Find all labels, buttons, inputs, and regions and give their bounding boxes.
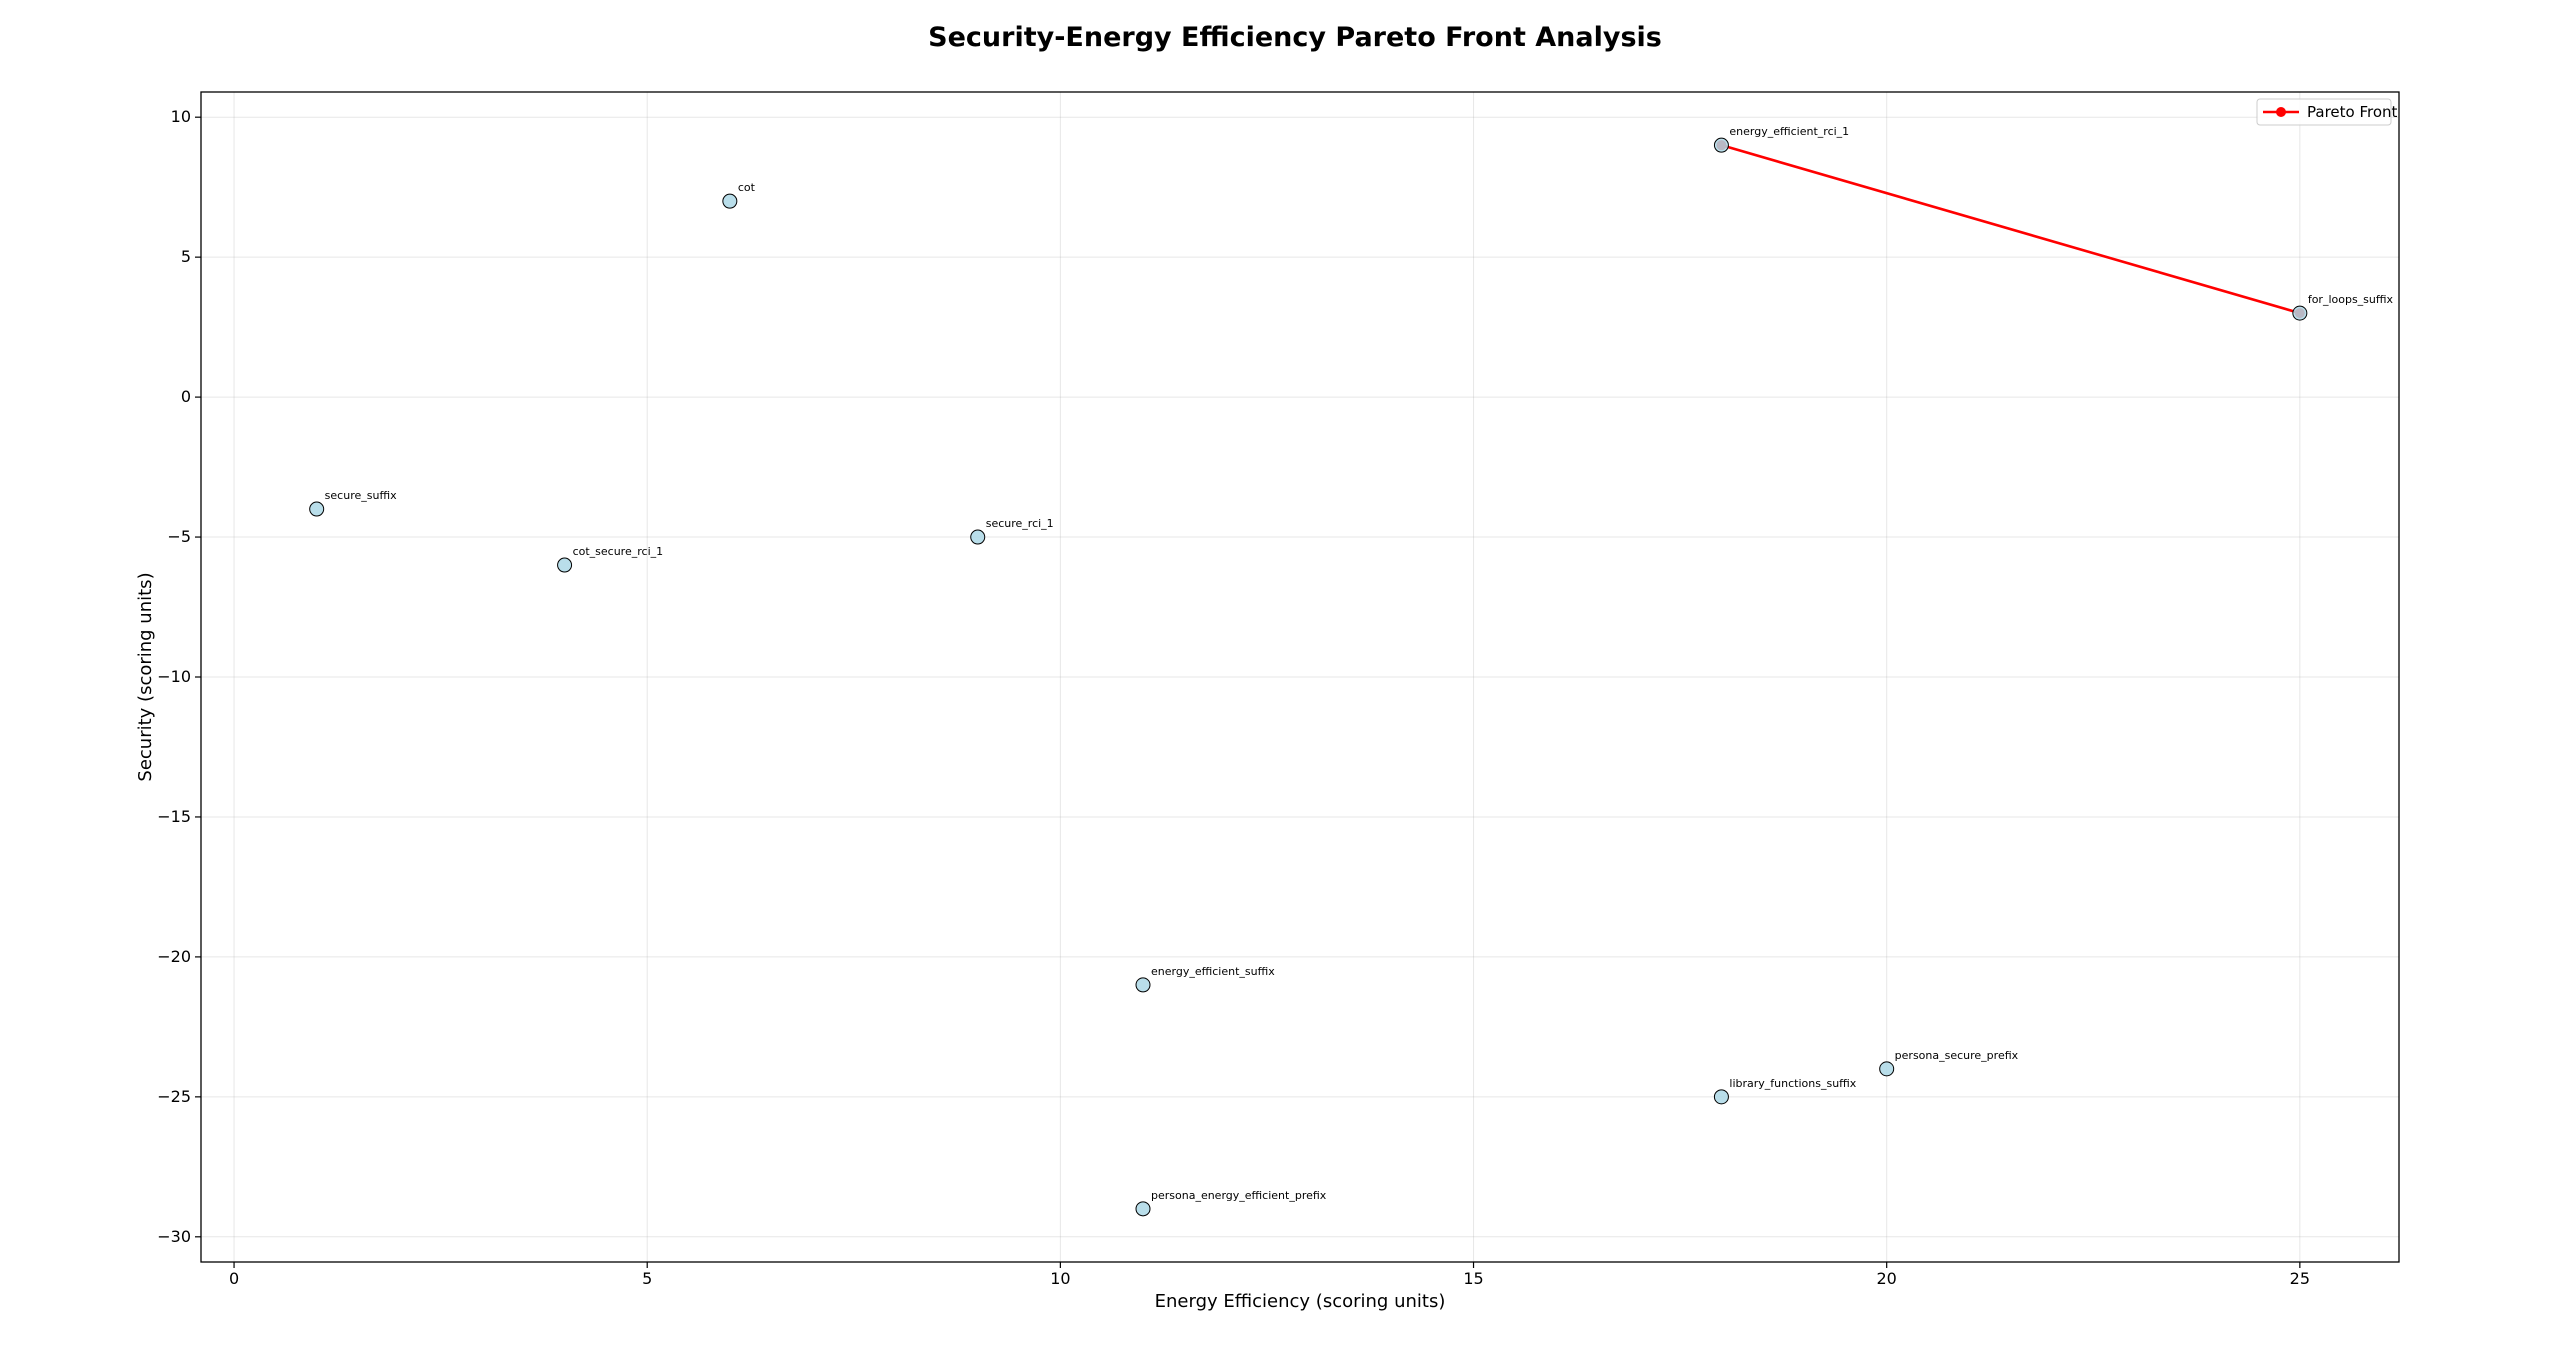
data-point [1713, 1089, 1729, 1105]
y-tick-label: −15 [157, 807, 191, 826]
legend-marker [2276, 107, 2286, 117]
x-axis-ticks: 0 5 10 15 20 25 [229, 1262, 2310, 1288]
data-point [722, 193, 738, 209]
legend-entry-pareto-front: Pareto Front [2307, 103, 2398, 121]
grid [201, 92, 2399, 1262]
point-labels: cot secure_suffix cot_secure_rci_1 secure_r… [325, 125, 2394, 1202]
data-point [1713, 137, 1729, 153]
point-label: library_functions_suffix [1729, 1077, 1856, 1090]
point-label: secure_rci_1 [986, 517, 1054, 530]
data-point [1879, 1061, 1895, 1077]
point-label: cot_secure_rci_1 [573, 545, 664, 558]
data-point [1135, 977, 1151, 993]
legend-box [2256, 98, 2392, 126]
y-tick-label: 0 [181, 387, 191, 406]
point-label: for_loops_suffix [2308, 293, 2394, 306]
point-label: secure_suffix [325, 489, 397, 502]
point-label: energy_efficient_suffix [1151, 965, 1275, 978]
data-point [1135, 1201, 1151, 1217]
x-tick-label: 25 [2290, 1269, 2310, 1288]
y-tick-label: −30 [157, 1227, 191, 1246]
x-tick-label: 10 [1050, 1269, 1070, 1288]
point-label: persona_energy_efficient_prefix [1151, 1189, 1327, 1202]
y-tick-label: −20 [157, 947, 191, 966]
x-tick-label: 0 [229, 1269, 239, 1288]
y-axis-ticks: 10 5 0 −5 −10 −15 −20 −25 −30 [157, 107, 201, 1246]
y-axis-label: Security (scoring units) [135, 572, 156, 781]
data-points [309, 137, 2308, 1217]
point-label: cot [738, 181, 756, 194]
chart-title: Security-Energy Efficiency Pareto Front … [928, 22, 1662, 53]
data-point [309, 501, 325, 517]
point-label: energy_efficient_rci_1 [1729, 125, 1849, 138]
pareto-front [1716, 140, 2305, 319]
y-tick-label: 10 [171, 107, 191, 126]
y-tick-label: −10 [157, 667, 191, 686]
y-tick-label: 5 [181, 247, 191, 266]
data-point [2292, 305, 2308, 321]
x-tick-label: 5 [642, 1269, 652, 1288]
pareto-front-line [1721, 143, 2301, 315]
point-label: persona_secure_prefix [1895, 1049, 2019, 1062]
x-tick-label: 15 [1463, 1269, 1483, 1288]
x-tick-label: 20 [1877, 1269, 1897, 1288]
x-axis-label: Energy Efficiency (scoring units) [1155, 1291, 1446, 1312]
legend: Pareto Front [2256, 98, 2398, 126]
data-point [557, 557, 573, 573]
y-tick-label: −25 [157, 1087, 191, 1106]
data-point [970, 529, 986, 545]
y-tick-label: −5 [167, 527, 191, 546]
